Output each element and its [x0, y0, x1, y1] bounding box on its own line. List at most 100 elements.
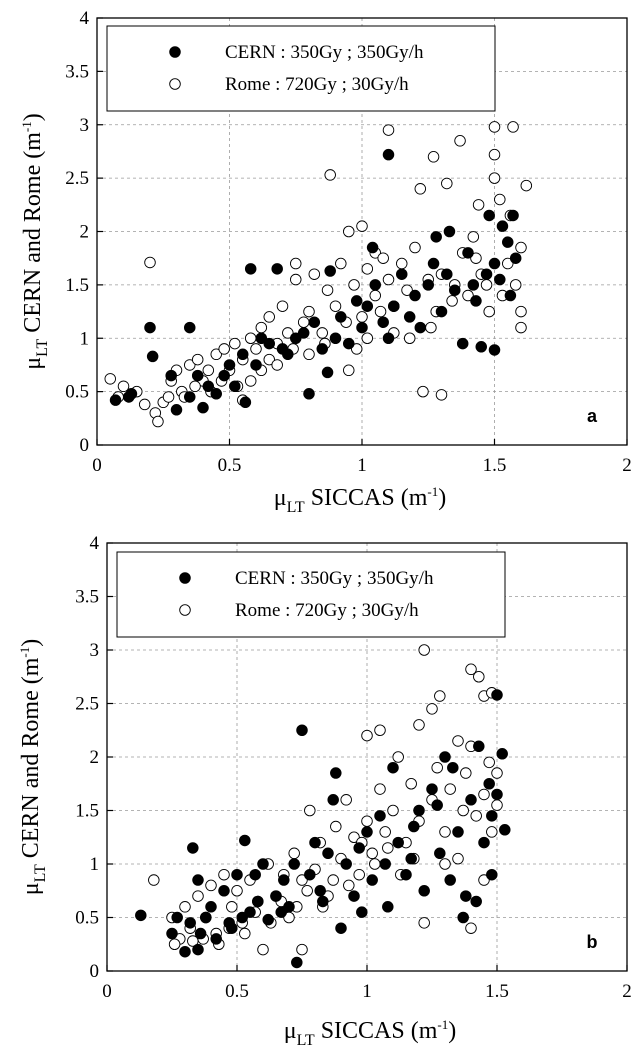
cern-point [166, 927, 178, 940]
legend-marker-filled [179, 572, 191, 584]
rome-point [426, 703, 438, 715]
cern-point [413, 804, 425, 817]
rome-point [467, 231, 480, 243]
cern-point [457, 911, 469, 924]
legend-marker-open [179, 604, 191, 616]
rome-point [379, 826, 391, 838]
cern-point [231, 868, 243, 881]
rome-point [478, 874, 490, 886]
rome-point [148, 874, 160, 886]
rome-point [515, 321, 527, 334]
cern-point [496, 220, 509, 232]
rome-point [382, 273, 395, 286]
rome-point [296, 874, 308, 886]
rome-point [348, 279, 360, 291]
cern-point [483, 209, 495, 222]
cern-point [244, 263, 257, 275]
cern-point [478, 836, 490, 849]
cern-point [504, 289, 517, 302]
x-tick-label: 1.5 [483, 455, 507, 476]
cern-point [146, 350, 159, 363]
cern-point [377, 316, 389, 328]
cern-point [443, 225, 456, 238]
gridlines [107, 543, 627, 971]
rome-point [441, 177, 453, 190]
cern-point [486, 868, 498, 881]
y-axis-title-sup: -1 [17, 647, 32, 658]
cern-point [444, 874, 456, 886]
cern-point [288, 858, 300, 870]
rome-point [454, 135, 466, 147]
rome-point [382, 842, 394, 854]
rome-point [396, 257, 408, 270]
rome-point [255, 321, 268, 334]
cern-point [194, 927, 207, 940]
cern-point [282, 348, 294, 361]
rome-point [434, 690, 446, 702]
cern-point [507, 209, 519, 222]
rome-point [472, 199, 485, 211]
cern-point [414, 321, 427, 334]
x-axis-title-sup: -1 [437, 1017, 448, 1032]
rome-point [144, 256, 156, 269]
rome-point [369, 858, 381, 870]
rome-point [316, 327, 329, 339]
cern-point [171, 911, 183, 924]
rome-point [290, 273, 302, 286]
cern-point [239, 834, 251, 847]
rome-point [361, 815, 373, 827]
y-axis-title-close: ) [20, 113, 46, 121]
y-axis-title-sup: -1 [19, 121, 34, 132]
y-tick-label: 3 [90, 640, 100, 661]
rome-point [191, 353, 204, 366]
cern-point [184, 917, 196, 929]
rome-point [452, 735, 464, 747]
rome-point [117, 380, 130, 393]
y-axis-title-close: ) [18, 639, 44, 647]
cern-point [109, 394, 122, 406]
rome-point [444, 783, 456, 795]
rome-point [202, 364, 215, 377]
cern-point [447, 761, 459, 774]
rome-point [435, 389, 448, 401]
y-axis-title-sub: LT [34, 339, 51, 357]
cern-point [202, 380, 215, 393]
y-tick-label: 0.5 [75, 908, 99, 929]
cern-point [387, 761, 399, 774]
cern-point [191, 369, 204, 382]
rome-point [276, 300, 289, 312]
cern-point [309, 836, 321, 849]
x-tick-label: 2 [622, 455, 632, 476]
rome-point [356, 311, 368, 323]
rome-point [401, 284, 413, 296]
cern-point [502, 236, 514, 248]
cern-point [170, 404, 183, 416]
x-tick-label: 1.5 [485, 981, 509, 1002]
cern-point [392, 836, 404, 849]
cern-point [435, 305, 448, 318]
rome-point [244, 332, 257, 345]
cern-point [388, 300, 400, 312]
cern-point [335, 922, 347, 934]
x-axis-title-rest: SICCAS (m [305, 485, 428, 511]
cern-point [223, 917, 235, 929]
rome-point [271, 359, 283, 371]
rome-point [427, 151, 440, 163]
rome-point [340, 794, 352, 806]
cern-point [321, 366, 334, 379]
y-tick-label: 4 [80, 8, 90, 29]
y-axis-title-mu: μ [20, 357, 46, 370]
cern-point [422, 279, 435, 291]
cern-point [275, 906, 287, 918]
cern-point [270, 890, 282, 902]
cern-point [405, 852, 417, 865]
cern-point [480, 268, 493, 280]
rome-point [179, 901, 191, 913]
cern-point [400, 868, 412, 881]
cern-point [271, 263, 283, 275]
legend-marker-open [169, 78, 181, 90]
rome-point [480, 279, 493, 291]
cern-point [382, 148, 395, 161]
rome-point [301, 885, 313, 897]
rome-point [343, 225, 355, 238]
